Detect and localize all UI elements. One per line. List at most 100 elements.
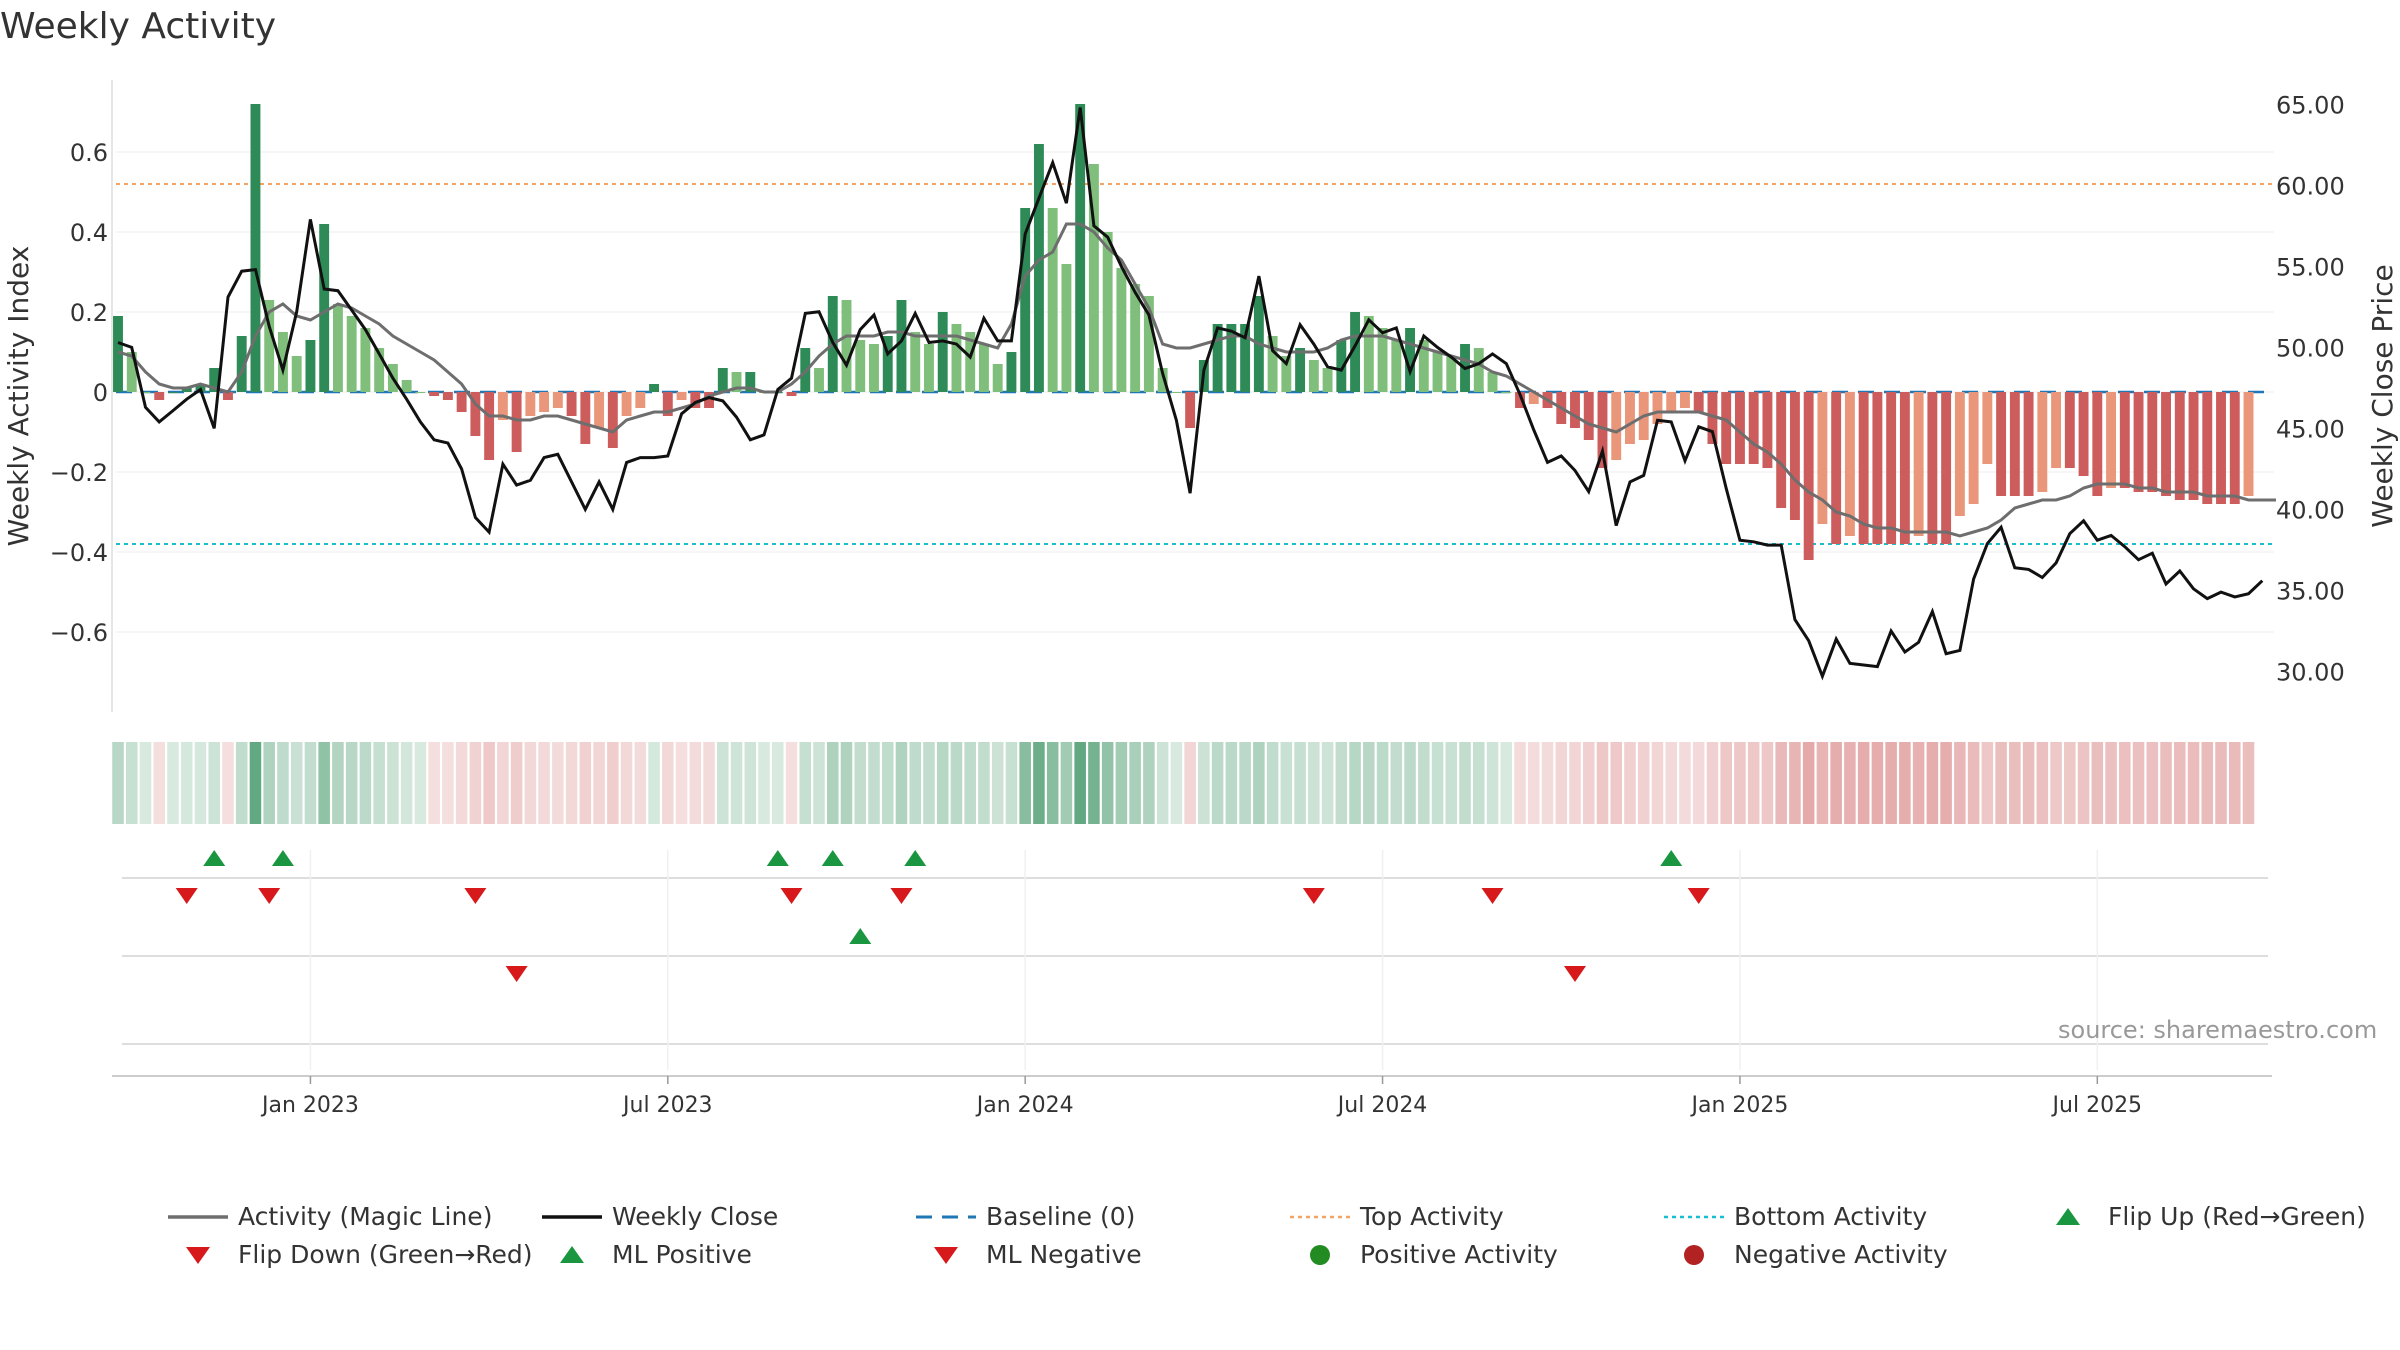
- activity-bar: [2092, 392, 2103, 496]
- activity-bar: [910, 332, 921, 392]
- activity-bar: [277, 332, 288, 392]
- activity-strip-cell: [1665, 742, 1677, 824]
- activity-bar: [168, 392, 178, 393]
- legend-item-negative-activity: Negative Activity: [1662, 1240, 1948, 1269]
- activity-strip-cell: [1789, 742, 1801, 824]
- flip-markers: [122, 850, 2268, 1045]
- y-tick-label-left: 0.4: [70, 219, 108, 247]
- activity-strip-cell: [2036, 742, 2049, 824]
- activity-bar: [126, 352, 137, 392]
- activity-bar: [1913, 392, 1924, 536]
- activity-bar: [2106, 392, 2117, 488]
- x-axis: Jan 2023 Jul 2023 Jan 2024 Jul 2024 Jan 2025…: [112, 850, 2272, 1118]
- activity-strip-cell: [1156, 742, 1169, 824]
- activity-strip-cell: [1610, 742, 1623, 824]
- activity-strip-cell: [1857, 742, 1870, 824]
- activity-bar: [456, 392, 467, 412]
- activity-strip-cell: [826, 742, 839, 824]
- activity-bar: [1336, 340, 1347, 392]
- flip-down-marker: [1687, 888, 1710, 904]
- activity-strip-cell: [1404, 742, 1416, 824]
- activity-bar: [2216, 392, 2226, 504]
- activity-bar: [250, 104, 261, 392]
- activity-bar: [1102, 232, 1113, 392]
- activity-bar: [539, 392, 550, 412]
- activity-strip-cell: [345, 742, 358, 824]
- activity-bar: [1968, 392, 1979, 504]
- activity-bar: [882, 336, 893, 392]
- legend-label: Flip Down (Green→Red): [238, 1240, 533, 1269]
- activity-bar: [1226, 324, 1237, 392]
- activity-bar: [2064, 392, 2075, 468]
- activity-strip-cell: [428, 742, 440, 824]
- activity-bar: [1116, 268, 1127, 392]
- x-tick-label: Jul 2023: [621, 1093, 713, 1118]
- y-tick-label-right: 35.00: [2276, 577, 2345, 605]
- activity-strip-cell: [2009, 742, 2021, 824]
- activity-bar: [1432, 352, 1443, 392]
- activity-strip-cell: [620, 742, 633, 824]
- y-axis-label-left: Weekly Activity Index: [2, 246, 35, 547]
- activity-strip-cell: [1981, 742, 1994, 824]
- activity-strip-cell: [277, 742, 289, 824]
- x-tick-label: Jan 2023: [260, 1093, 359, 1118]
- activity-bar: [649, 384, 660, 392]
- activity-bar: [1281, 356, 1292, 392]
- activity-strip-cell: [235, 742, 248, 824]
- activity-bar: [965, 332, 976, 392]
- activity-bar: [1927, 392, 1938, 544]
- activity-strip-cell: [1321, 742, 1334, 824]
- activity-bar: [1941, 392, 1952, 544]
- activity-bar: [2174, 392, 2185, 500]
- activity-bar: [223, 392, 233, 400]
- activity-bar: [484, 392, 495, 460]
- activity-strip-cell: [1253, 742, 1265, 824]
- activity-bar: [2119, 392, 2130, 488]
- activity-bar: [2202, 392, 2213, 504]
- legend-label: ML Negative: [986, 1240, 1142, 1269]
- activity-strip-cell: [1473, 742, 1485, 824]
- activity-bar: [2243, 392, 2254, 496]
- activity-strip-cell: [208, 742, 220, 824]
- activity-bar: [1473, 348, 1484, 392]
- activity-bar: [1391, 340, 1402, 392]
- legend-item-weekly-close: Weekly Close: [540, 1202, 778, 1231]
- activity-bar: [511, 392, 522, 452]
- activity-strip-cell: [249, 742, 262, 824]
- activity-strip-cell: [1541, 742, 1554, 824]
- activity-strip-cell: [950, 742, 963, 824]
- activity-bar: [1611, 392, 1622, 460]
- activity-bar: [2023, 392, 2034, 496]
- activity-bar: [1583, 392, 1594, 440]
- activity-bar: [1625, 392, 1635, 444]
- activity-strip-cell: [1844, 742, 1856, 824]
- legend-label: ML Positive: [612, 1240, 752, 1269]
- activity-bar: [1418, 340, 1429, 392]
- activity-strip-cell: [1294, 742, 1306, 824]
- activity-strip-cell: [1184, 742, 1196, 824]
- activity-bar: [429, 392, 440, 396]
- activity-strip-cell: [1720, 742, 1732, 824]
- activity-bar: [1295, 348, 1306, 392]
- activity-strip-cell: [1198, 742, 1210, 824]
- activity-strip-cell: [868, 742, 880, 824]
- activity-bar: [1006, 352, 1017, 392]
- activity-bar: [1047, 208, 1058, 392]
- flip-down-marker: [1481, 888, 1504, 904]
- activity-strip-cell: [373, 742, 385, 824]
- activity-bar: [621, 392, 632, 416]
- activity-strip-cell: [483, 742, 495, 824]
- activity-bar: [869, 344, 879, 392]
- activity-strip-cell: [1747, 742, 1760, 824]
- activity-strip-cell: [717, 742, 729, 824]
- activity-strip-cell: [153, 742, 166, 824]
- ml-positive-marker: [849, 928, 872, 944]
- activity-strip-cell: [1596, 742, 1609, 824]
- activity-bar: [552, 392, 563, 408]
- activity-bar: [731, 372, 742, 392]
- activity-bar: [332, 304, 343, 392]
- activity-strip-cell: [442, 742, 454, 824]
- activity-bar: [1130, 284, 1141, 392]
- activity-bar: [264, 300, 275, 392]
- activity-bar: [2009, 392, 2020, 496]
